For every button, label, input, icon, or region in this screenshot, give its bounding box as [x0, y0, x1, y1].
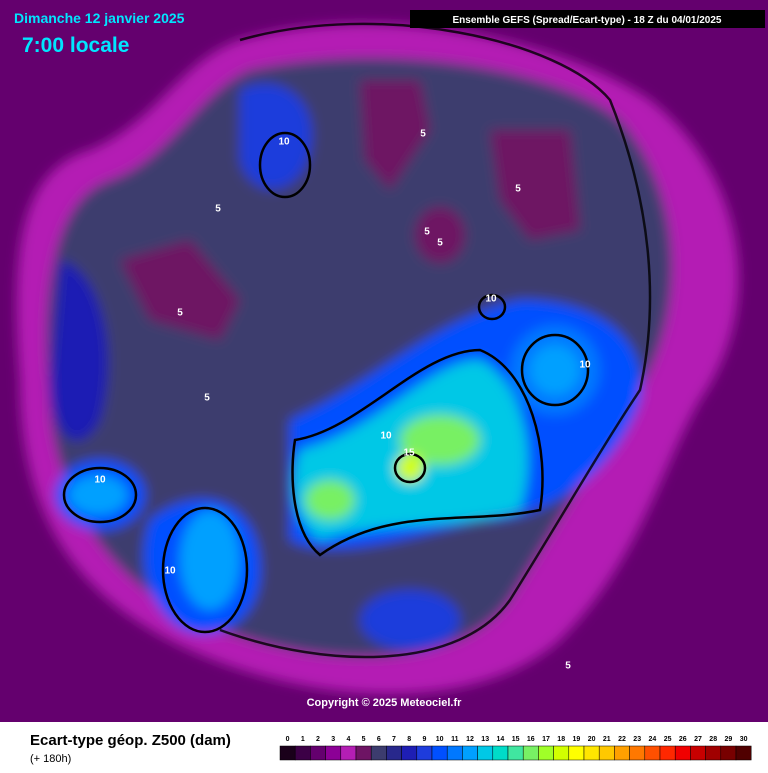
contour-label: 10 [485, 294, 497, 305]
scale-swatch [720, 745, 737, 761]
scale-label: 6 [377, 736, 381, 743]
scale-swatch [355, 745, 372, 761]
scale-label: 16 [527, 736, 535, 743]
scale-label: 15 [512, 736, 520, 743]
map: 10 5 5 5 5 5 5 10 10 5 10 15 10 10 5 Cop… [0, 0, 768, 722]
scale-label: 17 [542, 736, 550, 743]
scale-swatch [629, 745, 646, 761]
scale-label: 29 [725, 736, 733, 743]
contour-label: 10 [164, 566, 176, 577]
copyright: Copyright © 2025 Meteociel.fr [307, 697, 463, 709]
scale-swatch [674, 745, 691, 761]
scale-swatch [279, 745, 296, 761]
scale-label: 21 [603, 736, 611, 743]
scale-swatch [538, 745, 554, 761]
contour-label: 5 [177, 308, 183, 319]
scale-label: 27 [694, 736, 702, 743]
scale-label: 0 [286, 736, 290, 743]
contour-label: 10 [94, 475, 106, 486]
contour-label: 10 [380, 431, 392, 442]
scale-swatch [598, 745, 615, 761]
source: Ensemble GEFS (Spread/Ecart-type) - 18 Z… [453, 15, 722, 26]
contour-label: 15 [403, 448, 415, 459]
scale-swatch [370, 745, 387, 761]
scale-swatch [401, 745, 418, 761]
contour-label: 5 [565, 661, 571, 672]
scale-label: 14 [497, 736, 505, 743]
contour-label: 5 [420, 129, 426, 140]
contour-label: 10 [579, 360, 591, 371]
scale-swatch [705, 745, 722, 761]
scale-label: 9 [422, 736, 426, 743]
scale-label: 20 [588, 736, 596, 743]
scale-swatch [325, 745, 342, 761]
scale-swatch [294, 745, 311, 761]
contour-label: 5 [515, 184, 521, 195]
source-box [410, 10, 765, 28]
scale-swatch [507, 745, 524, 761]
scale-label: 23 [633, 736, 641, 743]
scale-swatch [310, 745, 326, 761]
contour-label: 5 [437, 238, 443, 249]
scale-label: 1 [301, 736, 305, 743]
scale-label: 28 [709, 736, 717, 743]
scale-label: 24 [649, 736, 657, 743]
scale-swatch [462, 745, 478, 761]
contour-label: 5 [204, 393, 210, 404]
scale-label: 30 [740, 736, 748, 743]
scale-swatch [659, 745, 676, 761]
legend-bar [0, 722, 768, 768]
contour-label: 10 [278, 137, 290, 148]
scale-label: 7 [392, 736, 396, 743]
scale-label: 2 [316, 736, 320, 743]
scale-swatch [522, 745, 539, 761]
scale-label: 3 [331, 736, 335, 743]
legend-subtitle: (+ 180h) [30, 753, 71, 765]
scale-swatch [477, 745, 494, 761]
scale-label: 12 [466, 736, 474, 743]
scale-swatch [340, 745, 357, 761]
scale-swatch [416, 745, 433, 761]
scale-label: 18 [557, 736, 565, 743]
scale-label: 5 [362, 736, 366, 743]
time: 7:00 locale [22, 34, 129, 57]
scale-label: 25 [664, 736, 672, 743]
contour-labels: 10 5 5 5 5 5 5 10 10 5 10 15 10 10 5 [94, 129, 591, 672]
color-scale: 0 1 2 3 4 5 6 7 8 9 10 11 12 13 14 15 16 17 18 19 20 21 22 23 24… [279, 736, 752, 761]
scale-swatch [553, 745, 570, 761]
contour-label: 5 [424, 227, 430, 238]
scale-swatch [614, 745, 630, 761]
legend-title: Ecart-type géop. Z500 (dam) [30, 732, 231, 749]
scale-swatch [431, 745, 448, 761]
scale-label: 11 [451, 736, 459, 743]
scale-swatch [492, 745, 509, 761]
scale-label: 10 [436, 736, 444, 743]
scale-swatch [386, 745, 402, 761]
scale-swatch [583, 745, 600, 761]
scale-label: 22 [618, 736, 626, 743]
contour-label: 5 [215, 204, 221, 215]
scale-label: 13 [481, 736, 489, 743]
scale-swatch [568, 745, 585, 761]
scale-label: 26 [679, 736, 687, 743]
scale-label: 4 [346, 736, 350, 743]
scale-label: 8 [407, 736, 411, 743]
scale-label: 19 [573, 736, 581, 743]
scale-swatch [690, 745, 706, 761]
scale-swatch [735, 745, 752, 761]
date: Dimanche 12 janvier 2025 [14, 10, 185, 26]
scale-swatch [644, 745, 661, 761]
scale-swatch [446, 745, 463, 761]
